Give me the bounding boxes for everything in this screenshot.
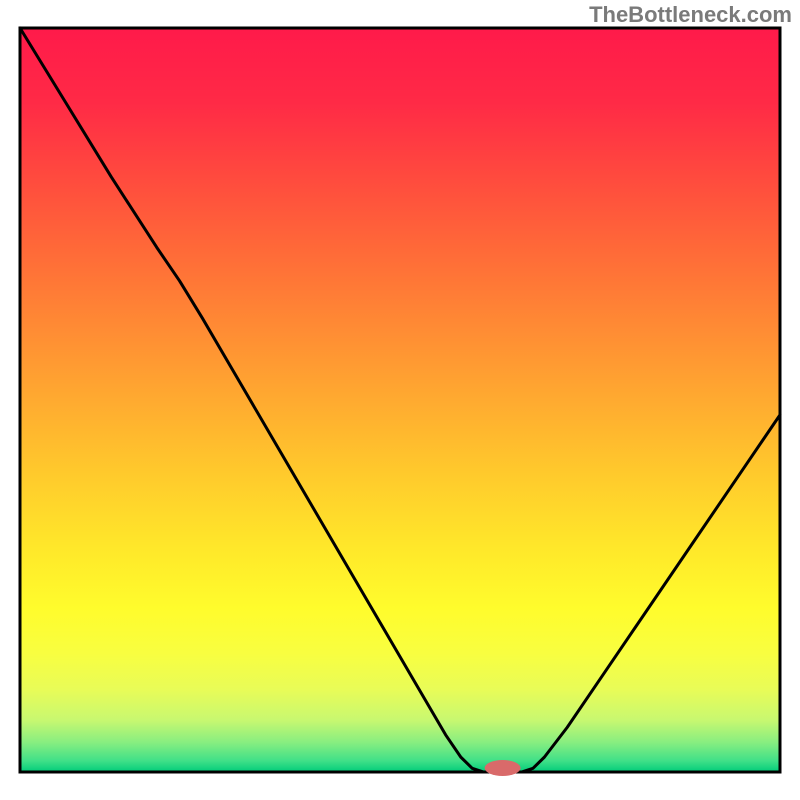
watermark-text: TheBottleneck.com	[589, 2, 792, 28]
bottleneck-chart: TheBottleneck.com	[0, 0, 800, 800]
chart-svg	[0, 0, 800, 800]
optimal-marker	[485, 760, 521, 776]
chart-background	[20, 28, 780, 772]
